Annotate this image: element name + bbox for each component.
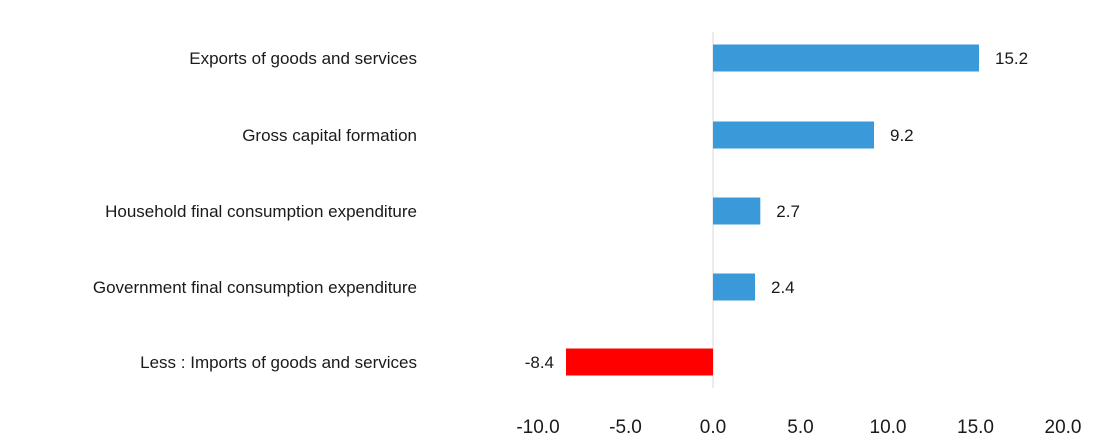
bar-3: [713, 197, 761, 225]
x-tick-label-7: 20.0: [1045, 417, 1082, 438]
category-label-2: Gross capital formation: [242, 126, 417, 145]
x-tick-label-2: -5.0: [609, 417, 642, 438]
bars-layer: [566, 44, 979, 376]
value-label-1: 15.2: [995, 49, 1028, 68]
bar-4: [713, 273, 755, 301]
x-tick-labels-layer: -10.0 -5.0 0.0 5.0 10.0 15.0 20.0: [516, 417, 1081, 438]
x-tick-label-5: 10.0: [870, 417, 907, 438]
bar-2: [713, 121, 874, 149]
bar-1: [713, 44, 979, 72]
category-label-4: Government final consumption expenditure: [93, 278, 417, 297]
value-label-4: 2.4: [771, 278, 795, 297]
category-labels-layer: Exports of goods and services Gross capit…: [93, 49, 417, 372]
x-tick-label-3: 0.0: [700, 417, 726, 438]
category-label-1: Exports of goods and services: [189, 49, 417, 68]
value-label-3: 2.7: [776, 202, 800, 221]
value-labels-layer: 15.2 9.2 2.7 2.4 -8.4: [525, 49, 1028, 372]
x-tick-label-4: 5.0: [787, 417, 813, 438]
category-label-3: Household final consumption expenditure: [105, 202, 417, 221]
value-label-2: 9.2: [890, 126, 914, 145]
x-tick-label-6: 15.0: [957, 417, 994, 438]
x-tick-label-1: -10.0: [516, 417, 559, 438]
category-label-5: Less : Imports of goods and services: [140, 353, 417, 372]
bar-5: [566, 348, 713, 376]
value-label-5: -8.4: [525, 353, 554, 372]
